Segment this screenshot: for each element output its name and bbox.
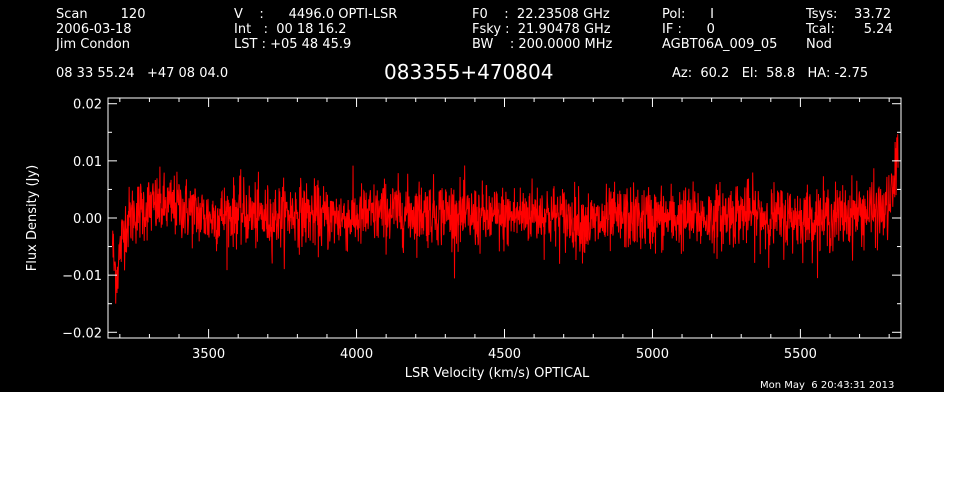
pointing-info: Az: 60.2 El: 58.8 HA: -2.75: [672, 66, 869, 81]
y-tick-label: −0.02: [62, 326, 102, 341]
header-observer: Jim Condon: [56, 37, 130, 52]
header-date: 2006-03-18: [56, 22, 132, 37]
x-tick-label: 4000: [340, 347, 373, 362]
x-tick-label: 3500: [192, 347, 225, 362]
y-tick-label: −0.01: [62, 269, 102, 284]
plot-timestamp: Mon May 6 20:43:31 2013: [760, 380, 895, 391]
header-tsys: Tsys: 33.72: [806, 7, 892, 22]
header-polarization: Pol: I: [662, 7, 714, 22]
y-tick-label: 0.01: [73, 155, 102, 170]
source-coordinates: 08 33 55.24 +47 08 04.0: [56, 66, 229, 81]
header-tcal: Tcal: 5.24: [806, 22, 893, 37]
header-scan: Scan 120: [56, 7, 146, 22]
header-lst: LST : +05 48 45.9: [234, 37, 352, 52]
header-sky-frequency: Fsky : 21.90478 GHz: [472, 22, 611, 37]
chart-title: 083355+470804: [384, 60, 554, 84]
x-tick-label: 4500: [488, 347, 521, 362]
header-velocity: V : 4496.0 OPTI-LSR: [234, 7, 398, 22]
y-tick-label: 0.00: [73, 212, 102, 227]
header-project: AGBT06A_009_05: [662, 37, 778, 52]
x-axis-label: LSR Velocity (km/s) OPTICAL: [405, 366, 590, 381]
header-integration: Int : 00 18 16.2: [234, 22, 347, 37]
spectrum-chart: 3500 4000 4500 5000 5500 −0.02 −0.01 0.00 0.01 0.…: [25, 97, 902, 381]
header-switching: Nod: [806, 37, 832, 52]
header-rest-frequency: F0 : 22.23508 GHz: [472, 7, 610, 22]
spectrum-line: [111, 134, 899, 304]
y-tick-label: 0.02: [73, 98, 102, 113]
x-tick-label: 5000: [636, 347, 669, 362]
header-if: IF : 0: [662, 22, 715, 37]
y-axis-label: Flux Density (Jy): [25, 165, 40, 271]
header-bandwidth: BW : 200.0000 MHz: [472, 37, 613, 52]
x-tick-label: 5500: [784, 347, 817, 362]
